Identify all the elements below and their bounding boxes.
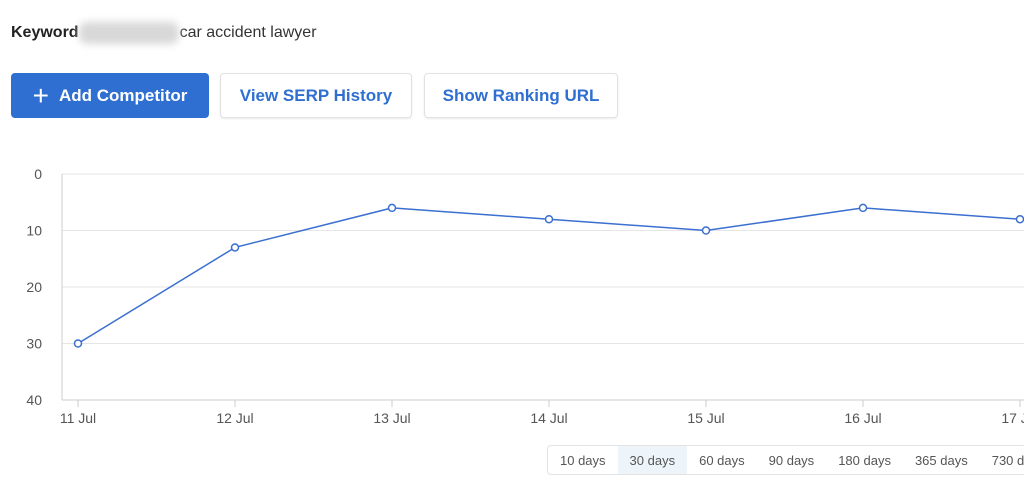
x-tick-label: 17 Jul xyxy=(1001,410,1024,426)
y-tick-label: 10 xyxy=(26,223,42,239)
x-tick-label: 14 Jul xyxy=(530,410,567,426)
x-tick-label: 13 Jul xyxy=(373,410,410,426)
show-ranking-url-button[interactable]: Show Ranking URL xyxy=(424,73,618,118)
range-option-30-days[interactable]: 30 days xyxy=(617,446,688,474)
ranking-line xyxy=(77,207,1021,345)
keyword-header: Keyword car accident lawyer xyxy=(11,22,317,44)
x-tick-label: 12 Jul xyxy=(216,410,253,426)
view-serp-history-button[interactable]: View SERP History xyxy=(220,73,412,118)
redacted-blur xyxy=(78,22,179,44)
data-point xyxy=(858,203,868,213)
y-tick-label: 0 xyxy=(34,166,42,182)
data-point xyxy=(387,203,397,213)
range-option-365-days[interactable]: 365 days xyxy=(914,452,968,468)
data-point xyxy=(1015,214,1024,224)
add-competitor-button[interactable]: + Add Competitor xyxy=(11,73,209,118)
range-option-730-days[interactable]: 730 days xyxy=(991,452,1024,468)
range-option-10-days[interactable]: 10 days xyxy=(560,452,606,468)
plus-icon: + xyxy=(32,79,49,111)
data-point xyxy=(544,214,554,224)
date-range-selector: 10 days 30 days 60 days 90 days 180 days 365 … xyxy=(547,445,1024,475)
y-tick-label: 20 xyxy=(26,279,42,295)
range-option-90-days[interactable]: 90 days xyxy=(768,452,815,468)
add-competitor-label: Add Competitor xyxy=(58,85,188,105)
data-point xyxy=(73,339,83,348)
x-tick-label: 15 Jul xyxy=(687,410,724,426)
keyword-value: car accident lawyer xyxy=(179,24,317,41)
range-option-180-days[interactable]: 180 days xyxy=(838,452,891,468)
data-point xyxy=(230,243,240,252)
y-tick-label: 30 xyxy=(26,336,42,352)
data-point xyxy=(701,226,711,235)
ranking-chart: 0 10 20 30 40 11 Jul 12 Jul 13 Jul 14 Jul 15 Jul 1… xyxy=(26,166,1024,426)
y-tick-label: 40 xyxy=(26,392,42,408)
x-tick-label: 11 Jul xyxy=(60,410,96,426)
x-tick-label: 16 Jul xyxy=(844,410,881,426)
range-option-60-days[interactable]: 60 days xyxy=(699,452,745,468)
keyword-label: Keyword xyxy=(11,24,79,41)
